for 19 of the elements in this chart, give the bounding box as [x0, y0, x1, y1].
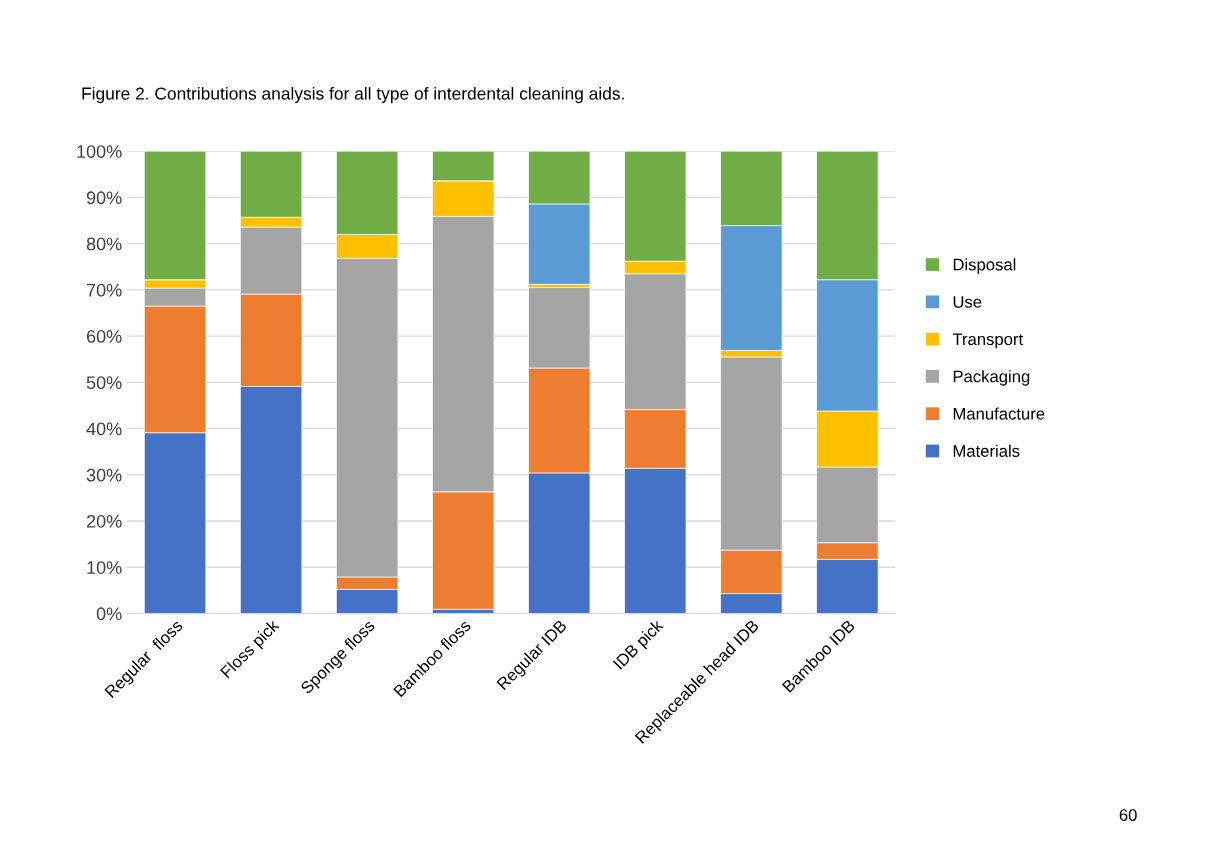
y-tick-label: 80% — [86, 237, 122, 251]
y-tick-label: 40% — [86, 422, 122, 436]
legend-label: Manufacture — [953, 407, 1045, 420]
y-tick-label: 10% — [87, 561, 122, 574]
y-tick-label: 70% — [86, 283, 122, 297]
legend-label: Materials — [953, 444, 1020, 457]
y-tick-label: 50% — [86, 376, 122, 390]
chart-title: Figure 2. Contributions analysis for all type of interdental cleaning aids. — [82, 86, 624, 104]
text: 60 — [1119, 809, 1137, 821]
legend-label: Use — [953, 296, 982, 308]
y-tick-label: 0% — [96, 607, 122, 621]
y-tick-label: 20% — [86, 514, 122, 528]
y-tick-label: 30% — [86, 468, 122, 482]
y-tick-label: 60% — [86, 330, 122, 343]
legend-label: Packaging — [953, 370, 1030, 386]
y-tick-label: 90% — [86, 191, 122, 205]
y-tick-label: 100% — [77, 145, 122, 158]
legend-label: Disposal — [953, 258, 1016, 274]
legend-label: Transport — [952, 333, 1024, 349]
